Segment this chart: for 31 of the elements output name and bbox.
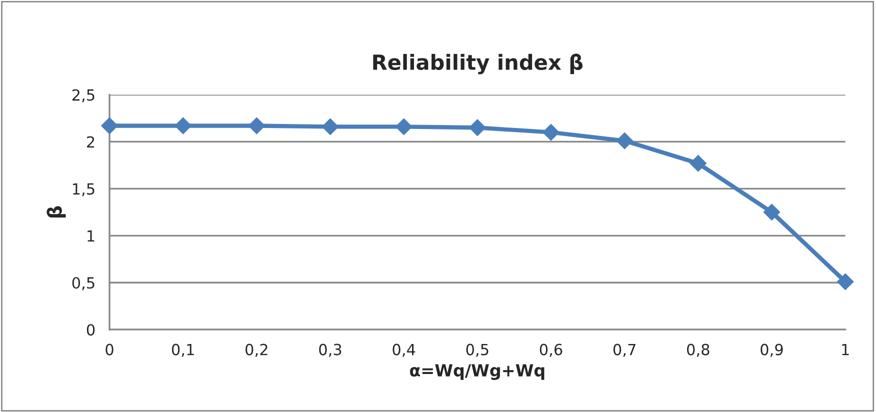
x-tick-label: 0,2 <box>246 344 268 357</box>
point <box>836 273 854 290</box>
point <box>248 117 266 134</box>
x-tick-label: 0,6 <box>540 344 562 357</box>
x-tick-label: 0,4 <box>392 344 416 357</box>
point <box>101 117 118 134</box>
x-tick-label: 0,1 <box>172 344 194 357</box>
chart-title: Reliability index β <box>373 54 583 74</box>
y-axis-title: β <box>46 206 66 218</box>
point <box>322 118 339 136</box>
point <box>395 118 412 136</box>
x-axis-title: α=Wq/Wg+Wq <box>410 364 544 380</box>
x-tick-label: 1 <box>842 344 849 356</box>
point <box>616 132 633 150</box>
x-tick-label: 0 <box>106 344 114 356</box>
x-tick-label: 0,8 <box>687 344 710 357</box>
x-tick-label: 0,5 <box>466 344 488 357</box>
point <box>542 124 560 141</box>
y-tick-label: 1,5 <box>72 183 94 196</box>
x-tick-label: 0,3 <box>319 344 342 357</box>
point <box>469 119 486 136</box>
point <box>690 154 707 172</box>
point <box>174 117 192 134</box>
point <box>763 204 780 221</box>
y-tick-label: 0,5 <box>72 277 94 290</box>
x-tick-label: 0,9 <box>760 344 783 357</box>
y-tick-label: 2,5 <box>72 89 94 102</box>
y-tick-label: 0 <box>86 324 95 336</box>
y-tick-label: 2 <box>87 136 94 148</box>
y-tick-label: 1 <box>88 230 94 242</box>
x-tick-label: 0,7 <box>613 344 636 357</box>
